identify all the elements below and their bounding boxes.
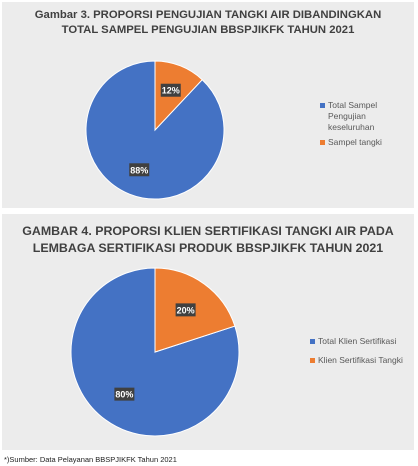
legend-item-total-sampel: Total Sampel Pengujian keseluruhan — [320, 100, 412, 133]
legend-item-klien-tangki: Klien Sertifikasi Tangki — [310, 355, 414, 366]
legend-swatch-orange — [320, 140, 325, 145]
pie-2-data-label-box-0 — [114, 387, 135, 401]
chart-2-title-line-2: LEMBAGA SERTIFIKASI PRODUK BBSPJIKFK TAH… — [32, 241, 384, 255]
legend-label: Sampel tangki — [328, 137, 382, 147]
pie-2-data-label-box-1 — [175, 303, 196, 317]
legend-swatch-blue — [310, 339, 315, 344]
chart-2-title: GAMBAR 4. PROPORSI KLIEN SERTIFIKASI TAN… — [2, 223, 414, 257]
chart-2-title-line-1: GAMBAR 4. PROPORSI KLIEN SERTIFIKASI TAN… — [22, 224, 394, 238]
legend-swatch-blue — [320, 103, 325, 108]
chart-1-title: Gambar 3. PROPORSI PENGUJIAN TANGKI AIR … — [2, 8, 414, 38]
pie-2-data-label-0: 80% — [115, 390, 133, 400]
pie-chart-1: 88% 12% — [85, 60, 225, 200]
pie-chart-2: 80% 20% — [70, 267, 240, 437]
legend-label: Total Klien Sertifikasi — [318, 336, 397, 346]
chart-1-title-line-1: Gambar 3. PROPORSI PENGUJIAN TANGKI AIR … — [34, 9, 382, 21]
legend-item-sampel-tangki: Sampel tangki — [320, 137, 412, 148]
legend-label: Klien Sertifikasi Tangki — [318, 355, 403, 365]
chart-1-title-line-2: TOTAL SAMPEL PENGUJIAN BBSPJIKFK TAHUN 2… — [61, 24, 355, 36]
pie-1-data-label-box-0 — [129, 163, 150, 177]
source-footnote: *)Sumber: Data Pelayanan BBSPJIKFK Tahun… — [4, 455, 177, 464]
chart-2-legend: Total Klien Sertifikasi Klien Sertifikas… — [310, 336, 414, 370]
legend-label: Total Sampel Pengujian keseluruhan — [328, 100, 378, 132]
chart-panel-2: GAMBAR 4. PROPORSI KLIEN SERTIFIKASI TAN… — [2, 214, 414, 450]
pie-2-data-label-1: 20% — [177, 305, 195, 315]
legend-item-total-klien: Total Klien Sertifikasi — [310, 336, 414, 347]
pie-1-data-label-box-1 — [160, 83, 181, 97]
pie-1-data-label-0: 88% — [130, 165, 148, 175]
chart-panel-1: Gambar 3. PROPORSI PENGUJIAN TANGKI AIR … — [2, 2, 414, 208]
chart-1-legend: Total Sampel Pengujian keseluruhan Sampe… — [320, 100, 412, 152]
legend-swatch-orange — [310, 358, 315, 363]
pie-1-data-label-1: 12% — [162, 86, 180, 96]
